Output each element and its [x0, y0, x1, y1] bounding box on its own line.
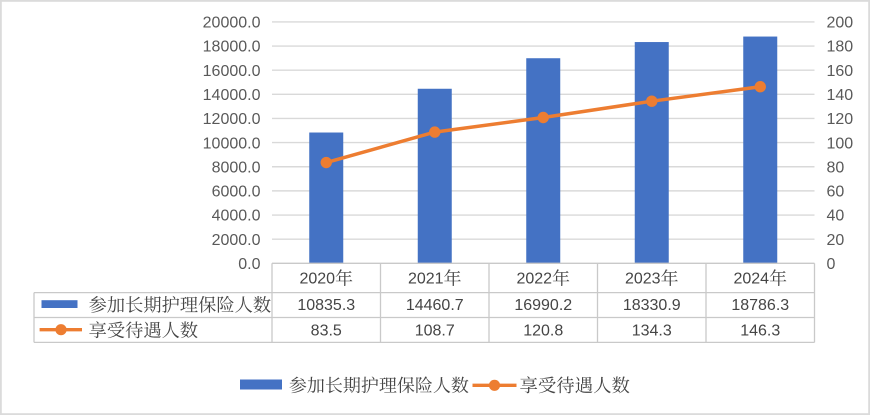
- svg-text:160: 160: [827, 63, 854, 80]
- svg-text:100: 100: [827, 135, 854, 152]
- svg-text:14460.7: 14460.7: [406, 297, 464, 314]
- svg-text:18330.9: 18330.9: [623, 297, 681, 314]
- svg-text:83.5: 83.5: [311, 322, 342, 339]
- svg-text:2021: 2021: [408, 270, 444, 287]
- svg-text:16990.2: 16990.2: [514, 297, 572, 314]
- svg-text:18786.3: 18786.3: [731, 297, 789, 314]
- svg-text:108.7: 108.7: [415, 322, 455, 339]
- svg-text:40: 40: [827, 208, 845, 225]
- svg-text:120.8: 120.8: [523, 322, 563, 339]
- svg-text:16000.0: 16000.0: [203, 63, 261, 80]
- svg-text:2022: 2022: [516, 270, 552, 287]
- svg-text:12000.0: 12000.0: [203, 111, 261, 128]
- svg-text:0.0: 0.0: [238, 256, 260, 273]
- svg-text:6000.0: 6000.0: [212, 184, 261, 201]
- svg-text:10000.0: 10000.0: [203, 135, 261, 152]
- svg-text:134.3: 134.3: [632, 322, 672, 339]
- svg-text:20000.0: 20000.0: [203, 15, 261, 32]
- svg-text:2024: 2024: [733, 270, 769, 287]
- svg-text:2020: 2020: [299, 270, 335, 287]
- svg-text:60: 60: [827, 184, 845, 201]
- svg-text:140: 140: [827, 87, 854, 104]
- svg-text:180: 180: [827, 39, 854, 56]
- svg-text:2000.0: 2000.0: [212, 232, 261, 249]
- svg-text:20: 20: [827, 232, 845, 249]
- svg-text:18000.0: 18000.0: [203, 39, 261, 56]
- svg-text:10835.3: 10835.3: [297, 297, 355, 314]
- svg-text:200: 200: [827, 15, 854, 32]
- svg-text:80: 80: [827, 159, 845, 176]
- svg-text:2023: 2023: [625, 270, 661, 287]
- svg-text:0: 0: [827, 256, 836, 273]
- svg-text:8000.0: 8000.0: [212, 159, 261, 176]
- svg-text:4000.0: 4000.0: [212, 208, 261, 225]
- svg-text:14000.0: 14000.0: [203, 87, 261, 104]
- svg-text:120: 120: [827, 111, 854, 128]
- svg-text:146.3: 146.3: [740, 322, 780, 339]
